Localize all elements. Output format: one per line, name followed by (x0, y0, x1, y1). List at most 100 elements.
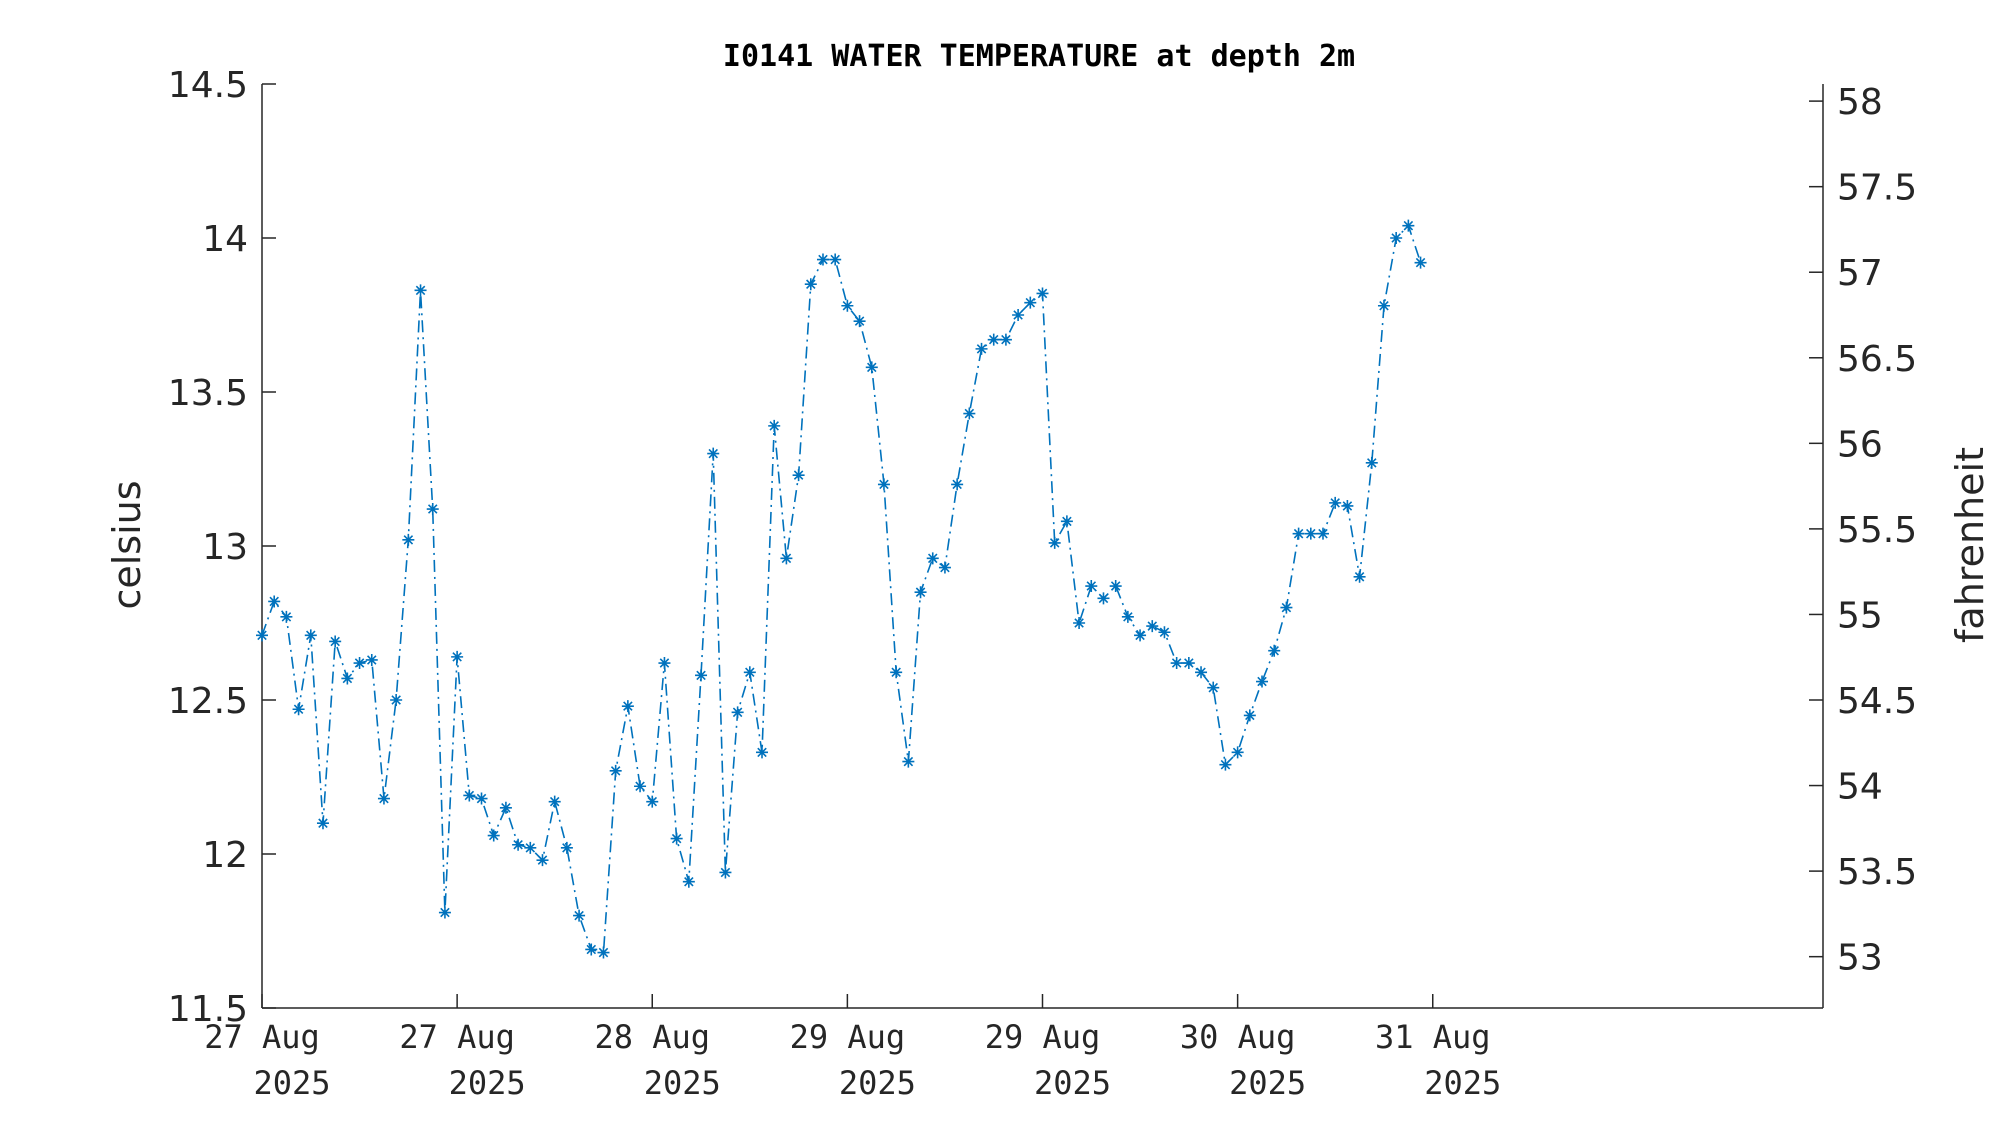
x-tick-label-year: 2025 (253, 1064, 330, 1102)
data-point (438, 906, 451, 919)
x-tick-label-date: 29 Aug (790, 1018, 906, 1056)
data-point (402, 533, 415, 546)
data-point (1231, 746, 1244, 759)
x-tick-label-year: 2025 (449, 1064, 526, 1102)
plot-axes: 11.5 12 12.5 13 13.5 14 14.5 53 53.5 54 54.5 55 55.5… (168, 65, 1917, 1102)
x-tick-label-year: 2025 (839, 1064, 916, 1102)
data-point (292, 703, 305, 716)
y-tick-label-left: 13 (202, 527, 248, 568)
data-point (804, 278, 817, 291)
data-point (756, 746, 769, 759)
data-point (536, 854, 549, 867)
y-tick-label-right: 57 (1837, 253, 1883, 294)
data-point (780, 552, 793, 565)
data-point (1195, 666, 1208, 679)
data-point (1060, 515, 1073, 528)
data-point (316, 817, 329, 830)
x-tick-label-date: 31 Aug (1375, 1018, 1491, 1056)
data-point (548, 795, 561, 808)
data-point (1024, 296, 1037, 309)
chart-title: I0141 WATER TEMPERATURE at depth 2m (723, 39, 1355, 74)
data-point (280, 610, 293, 623)
data-point (1341, 499, 1354, 512)
x-tick-label-year: 2025 (1229, 1064, 1306, 1102)
data-point (682, 875, 695, 888)
data-point (731, 706, 744, 719)
y-tick-label-right: 55 (1837, 595, 1883, 636)
data-point (1329, 496, 1342, 509)
y-tick-label-left: 12 (202, 835, 248, 876)
data-point (1182, 657, 1195, 670)
data-point (719, 866, 732, 879)
data-point (524, 841, 537, 854)
data-point (487, 829, 500, 842)
data-point (975, 342, 988, 355)
data-point (341, 672, 354, 685)
data-point (1207, 681, 1220, 694)
data-point (463, 789, 476, 802)
data-point (304, 629, 317, 642)
data-point (829, 253, 842, 266)
data-point (634, 780, 647, 793)
data-point (938, 561, 951, 574)
y-axis-label-right: fahrenheit (1948, 447, 1992, 643)
data-point (1365, 456, 1378, 469)
data-point (1158, 626, 1171, 639)
data-point (1280, 601, 1293, 614)
data-point (951, 478, 964, 491)
data-point (1097, 592, 1110, 605)
y-axis-label-left: celsius (105, 480, 149, 609)
data-point (658, 657, 671, 670)
data-point (365, 653, 378, 666)
data-point (1353, 570, 1366, 583)
data-point (1316, 527, 1329, 540)
y-tick-label-right: 53.5 (1837, 852, 1917, 893)
data-point (1109, 580, 1122, 593)
data-point (865, 361, 878, 374)
data-point (353, 657, 366, 670)
data-point (1243, 709, 1256, 722)
y-tick-label-left: 13.5 (168, 373, 248, 414)
data-point (963, 407, 976, 420)
data-point (841, 299, 854, 312)
x-tick-label-year: 2025 (1034, 1064, 1111, 1102)
data-point (816, 253, 829, 266)
y-tick-label-right: 58 (1837, 82, 1883, 123)
data-point (1256, 675, 1269, 688)
data-point (707, 447, 720, 460)
data-point (1012, 309, 1025, 321)
data-point (585, 943, 598, 956)
data-point (670, 832, 683, 845)
data-point (1402, 219, 1415, 232)
data-point (914, 586, 927, 599)
temperature-series (256, 219, 1427, 959)
data-point (573, 909, 586, 922)
series-line (261, 224, 1422, 954)
data-point (1390, 232, 1403, 244)
data-point (329, 635, 342, 648)
y-tick-label-left: 11.5 (168, 989, 248, 1030)
data-point (695, 669, 708, 682)
data-point (1085, 580, 1098, 593)
y-tick-label-right: 54 (1837, 767, 1883, 808)
y-tick-label-right: 57.5 (1837, 168, 1917, 209)
data-point (1304, 527, 1317, 540)
data-point (853, 315, 866, 328)
data-point (426, 503, 439, 516)
data-point (268, 595, 281, 608)
data-point (768, 419, 781, 432)
y-tick-label-left: 14 (202, 219, 248, 260)
data-point (256, 629, 268, 642)
y-tick-label-right: 55.5 (1837, 510, 1917, 551)
data-point (999, 333, 1012, 346)
data-point (792, 469, 805, 482)
data-point (987, 333, 1000, 346)
data-point (926, 552, 939, 565)
y-tick-label-right: 56.5 (1837, 339, 1917, 380)
y-tick-label-left: 12.5 (168, 681, 248, 722)
data-point (1414, 256, 1427, 269)
data-point (475, 792, 488, 805)
data-point (1146, 620, 1159, 633)
data-point (512, 838, 525, 851)
y-tick-label-right: 54.5 (1837, 681, 1917, 722)
